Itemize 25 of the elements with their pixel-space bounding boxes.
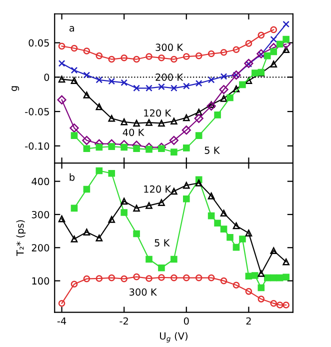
series-label: 120 K xyxy=(144,185,172,193)
x-tick-label: -2 xyxy=(120,317,128,325)
series-label: 5 K xyxy=(204,146,220,154)
y-tick-label: 300 xyxy=(32,210,50,218)
x-axis-title: U$_{g}$ (V) xyxy=(160,332,188,343)
y-tick-label: 0.05 xyxy=(28,39,49,47)
y-tick-label: -0.10 xyxy=(25,142,50,150)
y-axis-title: g xyxy=(12,86,20,92)
x-tick-label: -4 xyxy=(57,317,66,325)
series-label: 5 K xyxy=(154,239,170,246)
series-label: 300 K xyxy=(156,44,184,52)
annotation: a xyxy=(70,26,74,32)
y-tick-label: 100 xyxy=(32,277,50,285)
y-tick-label: 200 xyxy=(32,244,50,252)
y-tick-label: 400 xyxy=(32,178,50,186)
y-axis-title: T₂* (ps) xyxy=(16,220,26,256)
series-label: 120 K xyxy=(144,109,172,117)
y-tick-label: -0.05 xyxy=(25,108,49,116)
x-tick-label: 0 xyxy=(184,317,189,325)
series-label: 40 K xyxy=(122,128,144,136)
series-label: 200 K xyxy=(156,74,184,81)
y-tick-label: 0 xyxy=(44,74,50,81)
x-tick-label: 2 xyxy=(246,317,251,325)
annotation: b xyxy=(70,173,75,181)
series-label: 300 K xyxy=(130,288,158,296)
